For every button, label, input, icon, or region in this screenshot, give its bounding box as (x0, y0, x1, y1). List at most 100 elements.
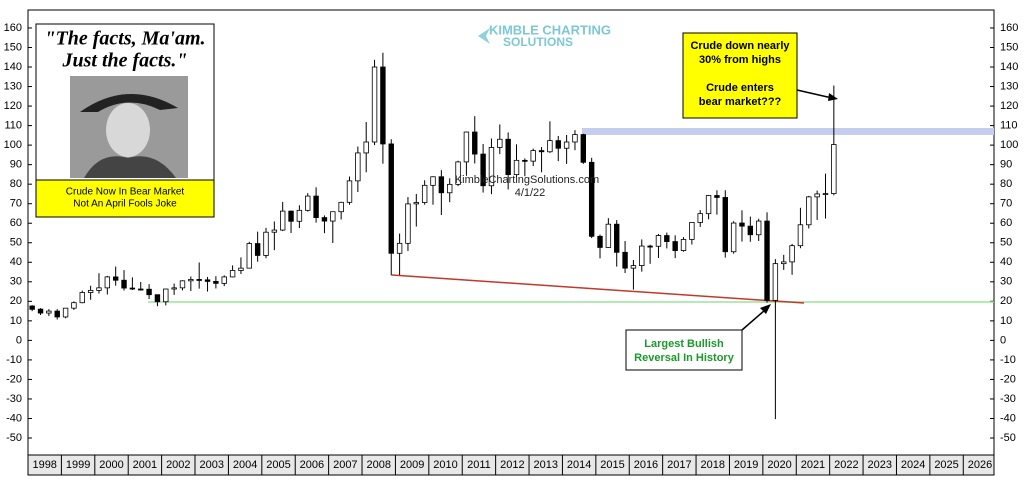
candle-body (530, 150, 536, 162)
candle-body (664, 235, 670, 242)
y-tick-label: 100 (1000, 139, 1018, 151)
candle-body (697, 213, 703, 223)
candle-body (171, 287, 177, 290)
y-tick-label: -10 (6, 354, 22, 366)
candle-body (271, 229, 278, 233)
candle-body (614, 223, 620, 253)
candle-body (138, 288, 144, 291)
candle-body (188, 279, 194, 282)
x-tick-label: 2000 (99, 459, 123, 471)
note-box (682, 32, 798, 119)
candle-body (330, 211, 336, 222)
x-tick-label: 2013 (533, 459, 557, 471)
candle-body (388, 143, 394, 254)
candle-body (588, 161, 595, 237)
candle-body (263, 231, 269, 256)
candle-body (371, 66, 378, 143)
y-tick-label: 40 (10, 256, 22, 268)
x-tick-label: 2003 (199, 459, 223, 471)
candle-body (755, 220, 762, 236)
y-tick-label: -40 (1000, 412, 1016, 424)
x-tick-label: 2022 (834, 459, 858, 471)
logo-icon (478, 28, 490, 44)
y-tick-label: 150 (4, 41, 22, 53)
candle-body (313, 195, 319, 218)
x-tick-label: 2009 (400, 459, 424, 471)
y-tick-label: 120 (4, 100, 22, 112)
candle-body (522, 159, 528, 162)
annotation-group (625, 32, 838, 371)
candle-body (605, 223, 612, 248)
y-tick-label: 140 (1000, 61, 1018, 73)
date-label: 4/1/22 (515, 187, 546, 199)
x-tick-label: 2004 (233, 459, 257, 471)
candle-body (505, 138, 511, 176)
candle-body (806, 196, 812, 226)
candle-body (831, 144, 837, 194)
y-tick-label: 50 (10, 237, 22, 249)
x-tick-label: 2023 (868, 459, 892, 471)
y-tick-label: 140 (4, 61, 22, 73)
trend-line (391, 274, 805, 304)
candle-body (797, 224, 804, 247)
candle-body (488, 147, 495, 187)
y-tick-label: 0 (16, 334, 22, 346)
y-tick-label: 160 (1000, 22, 1018, 34)
candle-body (689, 222, 695, 240)
y-tick-label: 100 (4, 139, 22, 151)
x-tick-label: 2016 (634, 459, 658, 471)
y-tick-label: 90 (10, 159, 22, 171)
candle-body (254, 243, 261, 256)
annotation-text: Reversal In History (634, 352, 735, 364)
note-box (35, 179, 215, 218)
candle-body (714, 195, 720, 198)
candle-body (472, 131, 478, 155)
candle-body (87, 289, 94, 293)
candle-body (405, 203, 411, 244)
y-tick-label: 70 (10, 198, 22, 210)
quote-text: Just the facts." (62, 50, 188, 72)
candles (29, 52, 837, 420)
annotation-text: bear market??? (699, 96, 782, 108)
x-tick-label: 1998 (32, 459, 56, 471)
y-tick-label: -10 (1000, 354, 1016, 366)
candle-body (396, 242, 403, 254)
candle-body (722, 197, 728, 253)
y-tick-label: 130 (4, 80, 22, 92)
y-tick-label: 10 (10, 315, 22, 327)
y-tick-label: 30 (1000, 276, 1012, 288)
candle-body (221, 276, 227, 284)
candle-body (730, 222, 737, 253)
x-tick-label: 2021 (801, 459, 825, 471)
candle-body (29, 305, 35, 310)
candle-body (229, 270, 236, 278)
candle-body (455, 161, 461, 185)
candle-body (37, 308, 44, 314)
x-tick-label: 2002 (166, 459, 190, 471)
y-tick-label: -50 (1000, 432, 1016, 444)
candle-body (463, 131, 470, 163)
candle-body (321, 217, 328, 222)
candle-body (238, 267, 244, 271)
candle-body (622, 251, 628, 269)
candle-body (563, 141, 570, 149)
y-tick-label: -20 (1000, 373, 1016, 385)
candle-body (547, 140, 553, 153)
candle-body (672, 241, 678, 251)
candle-body (121, 279, 127, 289)
candle-body (680, 239, 687, 251)
arrow (796, 89, 833, 99)
candle-body (246, 243, 252, 269)
arrow-head (760, 304, 771, 314)
candle-body (739, 222, 745, 227)
candle-body (764, 220, 770, 301)
y-tick-label: -20 (6, 373, 22, 385)
candle-body (363, 141, 369, 154)
candle-body (46, 310, 52, 314)
y-tick-label: 20 (10, 295, 22, 307)
candle-body (204, 279, 211, 282)
y-tick-label: 10 (1000, 315, 1012, 327)
y-tick-label: 150 (1000, 41, 1018, 53)
annotation-text: Not An April Fools Joke (73, 199, 177, 210)
